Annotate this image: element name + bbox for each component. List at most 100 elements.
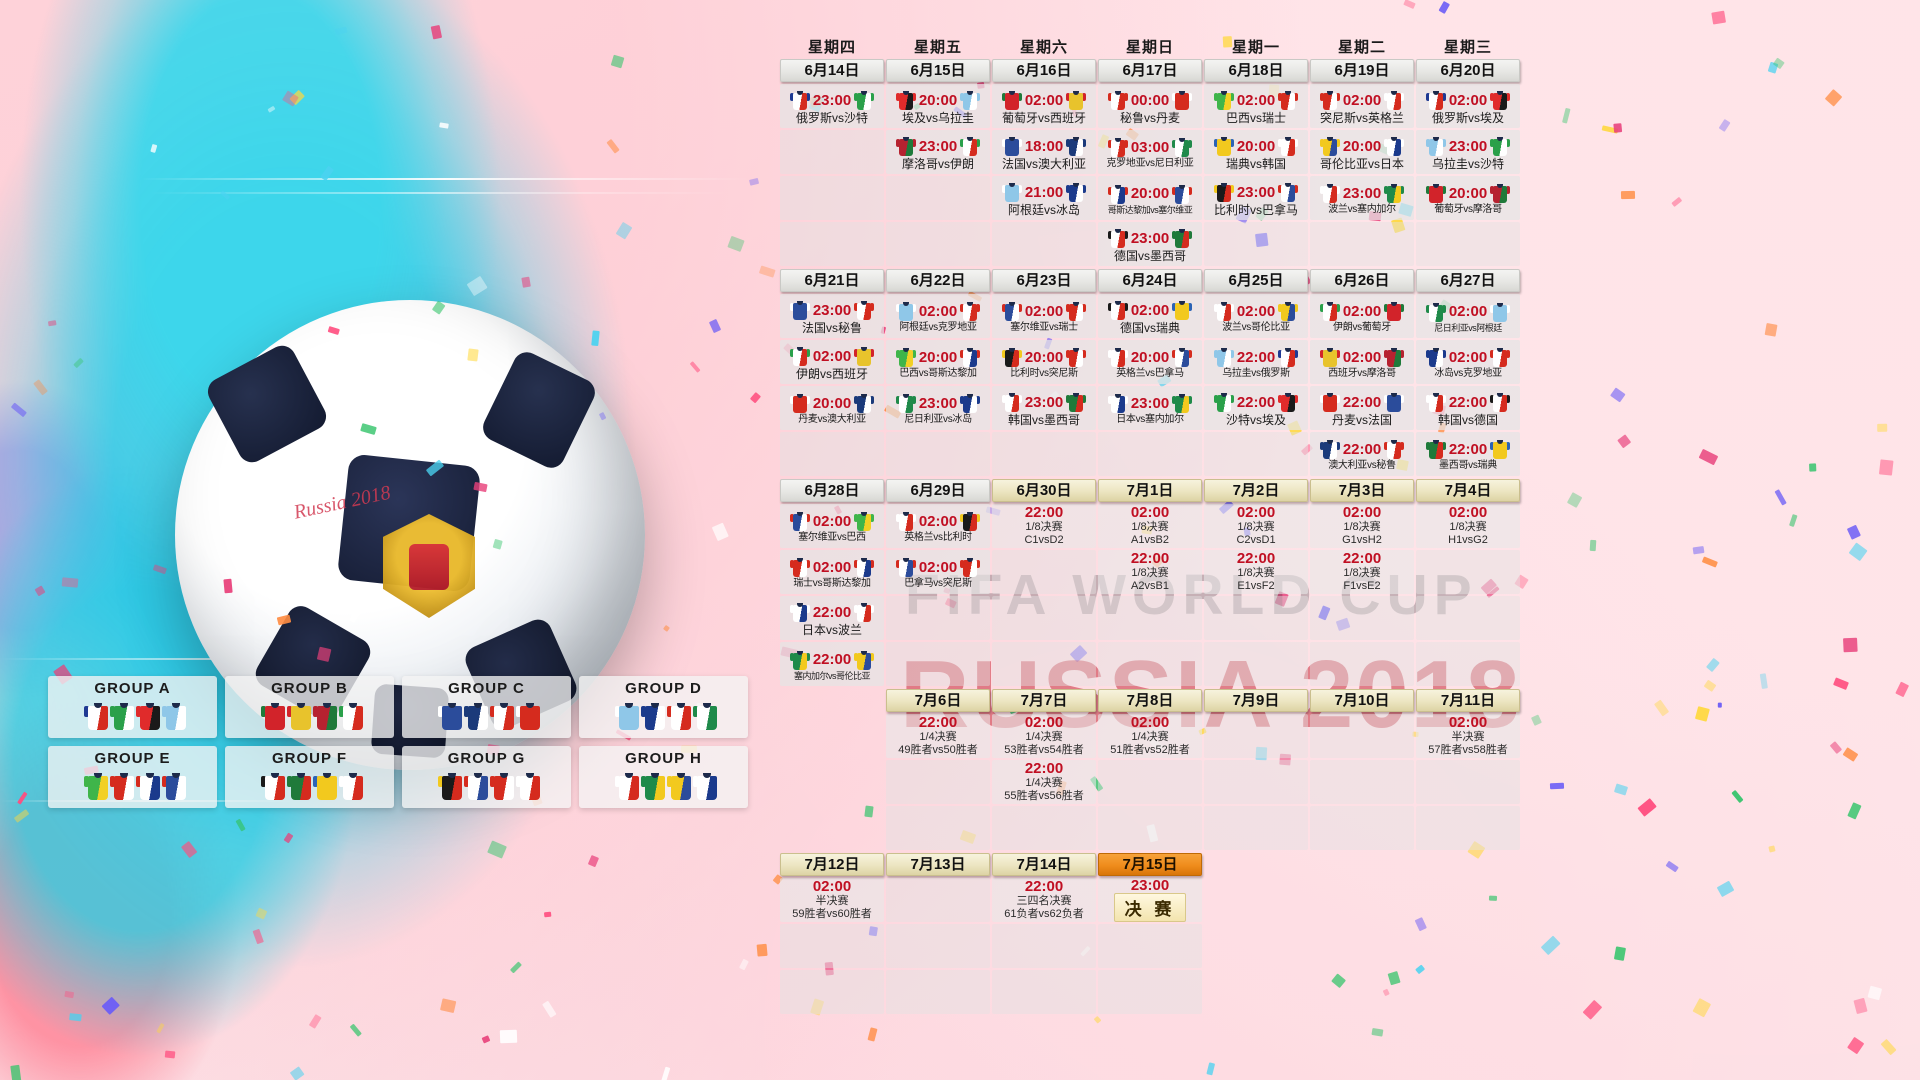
match-cell[interactable]: 23:00 法国vs秘鲁 (780, 294, 884, 338)
date-label-6月14日[interactable]: 6月14日 (780, 59, 884, 82)
knockout-cell[interactable]: 22:00 1/8决赛 A2vsB1 (1098, 550, 1202, 594)
match-cell[interactable]: 22:00 澳大利亚vs秘鲁 (1310, 432, 1414, 476)
match-cell[interactable]: 02:00 塞尔维亚vs巴西 (780, 504, 884, 548)
match-cell[interactable]: 02:00 伊朗vs葡萄牙 (1310, 294, 1414, 338)
match-cell[interactable]: 20:00 巴西vs哥斯达黎加 (886, 340, 990, 384)
date-label-6月29日[interactable]: 6月29日 (886, 479, 990, 502)
knockout-cell[interactable]: 22:00 1/8决赛 C1vsD2 (992, 504, 1096, 548)
knockout-cell[interactable]: 22:00 1/8决赛 F1vsE2 (1310, 550, 1414, 594)
date-label-6月22日[interactable]: 6月22日 (886, 269, 990, 292)
date-label-7月2日[interactable]: 7月2日 (1204, 479, 1308, 502)
match-cell[interactable]: 20:00 瑞典vs韩国 (1204, 130, 1308, 174)
match-cell[interactable]: 23:00 德国vs墨西哥 (1098, 222, 1202, 266)
match-cell[interactable]: 23:00 摩洛哥vs伊朗 (886, 130, 990, 174)
match-cell[interactable]: 20:00 丹麦vs澳大利亚 (780, 386, 884, 430)
match-cell[interactable]: 22:00 沙特vs埃及 (1204, 386, 1308, 430)
knockout-cell[interactable]: 02:00 1/4决赛 53胜者vs54胜者 (992, 714, 1096, 758)
match-cell[interactable]: 20:00 埃及vs乌拉圭 (886, 84, 990, 128)
date-label-7月9日[interactable]: 7月9日 (1204, 689, 1308, 712)
match-cell[interactable]: 02:00 西班牙vs摩洛哥 (1310, 340, 1414, 384)
match-cell[interactable]: 22:00 日本vs波兰 (780, 596, 884, 640)
knockout-cell[interactable]: 23:00 决 赛 (1098, 877, 1202, 923)
group-panel-group-g[interactable]: GROUP G (402, 746, 571, 808)
knockout-cell[interactable]: 02:00 1/4决赛 51胜者vs52胜者 (1098, 714, 1202, 758)
match-cell[interactable]: 02:00 冰岛vs克罗地亚 (1416, 340, 1520, 384)
knockout-cell[interactable]: 22:00 1/4决赛 49胜者vs50胜者 (886, 714, 990, 758)
date-label-6月17日[interactable]: 6月17日 (1098, 59, 1202, 82)
match-cell[interactable]: 22:00 塞内加尔vs哥伦比亚 (780, 642, 884, 686)
match-cell[interactable]: 02:00 巴拿马vs突尼斯 (886, 550, 990, 594)
match-cell[interactable]: 02:00 葡萄牙vs西班牙 (992, 84, 1096, 128)
match-cell[interactable]: 23:00 乌拉圭vs沙特 (1416, 130, 1520, 174)
date-label-6月20日[interactable]: 6月20日 (1416, 59, 1520, 82)
date-label-7月7日[interactable]: 7月7日 (992, 689, 1096, 712)
date-label-7月3日[interactable]: 7月3日 (1310, 479, 1414, 502)
date-label-6月18日[interactable]: 6月18日 (1204, 59, 1308, 82)
date-label-7月14日[interactable]: 7月14日 (992, 853, 1096, 876)
date-label-7月4日[interactable]: 7月4日 (1416, 479, 1520, 502)
match-cell[interactable]: 20:00 哥伦比亚vs日本 (1310, 130, 1414, 174)
match-cell[interactable]: 02:00 伊朗vs西班牙 (780, 340, 884, 384)
group-panel-group-e[interactable]: GROUP E (48, 746, 217, 808)
knockout-cell[interactable]: 02:00 1/8决赛 H1vsG2 (1416, 504, 1520, 548)
date-label-6月28日[interactable]: 6月28日 (780, 479, 884, 502)
group-panel-group-a[interactable]: GROUP A (48, 676, 217, 738)
date-label-6月26日[interactable]: 6月26日 (1310, 269, 1414, 292)
match-cell[interactable]: 23:00 俄罗斯vs沙特 (780, 84, 884, 128)
match-cell[interactable]: 23:00 日本vs塞内加尔 (1098, 386, 1202, 430)
date-label-7月8日[interactable]: 7月8日 (1098, 689, 1202, 712)
match-cell[interactable]: 22:00 丹麦vs法国 (1310, 386, 1414, 430)
group-panel-group-f[interactable]: GROUP F (225, 746, 394, 808)
date-label-6月27日[interactable]: 6月27日 (1416, 269, 1520, 292)
match-cell[interactable]: 22:00 韩国vs德国 (1416, 386, 1520, 430)
match-cell[interactable]: 00:00 秘鲁vs丹麦 (1098, 84, 1202, 128)
match-cell[interactable]: 23:00 韩国vs墨西哥 (992, 386, 1096, 430)
date-label-6月16日[interactable]: 6月16日 (992, 59, 1096, 82)
match-cell[interactable]: 18:00 法国vs澳大利亚 (992, 130, 1096, 174)
match-cell[interactable]: 02:00 波兰vs哥伦比亚 (1204, 294, 1308, 338)
date-label-6月15日[interactable]: 6月15日 (886, 59, 990, 82)
match-cell[interactable]: 02:00 俄罗斯vs埃及 (1416, 84, 1520, 128)
match-cell[interactable]: 20:00 英格兰vs巴拿马 (1098, 340, 1202, 384)
match-cell[interactable]: 03:00 克罗地亚vs尼日利亚 (1098, 130, 1202, 174)
group-panel-group-d[interactable]: GROUP D (579, 676, 748, 738)
date-label-7月11日[interactable]: 7月11日 (1416, 689, 1520, 712)
date-label-6月25日[interactable]: 6月25日 (1204, 269, 1308, 292)
match-cell[interactable]: 02:00 德国vs瑞典 (1098, 294, 1202, 338)
match-cell[interactable]: 23:00 波兰vs塞内加尔 (1310, 176, 1414, 220)
knockout-cell[interactable]: 22:00 1/8决赛 E1vsF2 (1204, 550, 1308, 594)
knockout-cell[interactable]: 02:00 半决赛 57胜者vs58胜者 (1416, 714, 1520, 758)
group-panel-group-h[interactable]: GROUP H (579, 746, 748, 808)
date-label-6月19日[interactable]: 6月19日 (1310, 59, 1414, 82)
knockout-cell[interactable]: 22:00 1/4决赛 55胜者vs56胜者 (992, 760, 1096, 804)
group-panel-group-b[interactable]: GROUP B (225, 676, 394, 738)
group-panel-group-c[interactable]: GROUP C (402, 676, 571, 738)
knockout-cell[interactable]: 02:00 1/8决赛 A1vsB2 (1098, 504, 1202, 548)
date-label-7月12日[interactable]: 7月12日 (780, 853, 884, 876)
match-cell[interactable]: 20:00 比利时vs突尼斯 (992, 340, 1096, 384)
match-cell[interactable]: 02:00 塞尔维亚vs瑞士 (992, 294, 1096, 338)
match-cell[interactable]: 02:00 尼日利亚vs阿根廷 (1416, 294, 1520, 338)
date-label-7月13日[interactable]: 7月13日 (886, 853, 990, 876)
match-cell[interactable]: 20:00 葡萄牙vs摩洛哥 (1416, 176, 1520, 220)
date-label-6月21日[interactable]: 6月21日 (780, 269, 884, 292)
date-label-7月6日[interactable]: 7月6日 (886, 689, 990, 712)
date-label-6月24日[interactable]: 6月24日 (1098, 269, 1202, 292)
date-label-7月15日[interactable]: 7月15日 (1098, 853, 1202, 876)
knockout-cell[interactable]: 02:00 1/8决赛 G1vsH2 (1310, 504, 1414, 548)
date-label-6月30日[interactable]: 6月30日 (992, 479, 1096, 502)
date-label-7月1日[interactable]: 7月1日 (1098, 479, 1202, 502)
match-cell[interactable]: 21:00 阿根廷vs冰岛 (992, 176, 1096, 220)
match-cell[interactable]: 20:00 哥斯达黎加vs塞尔维亚 (1098, 176, 1202, 220)
match-cell[interactable]: 22:00 墨西哥vs瑞典 (1416, 432, 1520, 476)
knockout-cell[interactable]: 02:00 1/8决赛 C2vsD1 (1204, 504, 1308, 548)
match-cell[interactable]: 02:00 突尼斯vs英格兰 (1310, 84, 1414, 128)
match-cell[interactable]: 23:00 比利时vs巴拿马 (1204, 176, 1308, 220)
knockout-cell[interactable]: 22:00 三四名决赛 61负者vs62负者 (992, 878, 1096, 922)
match-cell[interactable]: 02:00 瑞士vs哥斯达黎加 (780, 550, 884, 594)
match-cell[interactable]: 23:00 尼日利亚vs冰岛 (886, 386, 990, 430)
match-cell[interactable]: 22:00 乌拉圭vs俄罗斯 (1204, 340, 1308, 384)
knockout-cell[interactable]: 02:00 半决赛 59胜者vs60胜者 (780, 878, 884, 922)
match-cell[interactable]: 02:00 阿根廷vs克罗地亚 (886, 294, 990, 338)
date-label-7月10日[interactable]: 7月10日 (1310, 689, 1414, 712)
